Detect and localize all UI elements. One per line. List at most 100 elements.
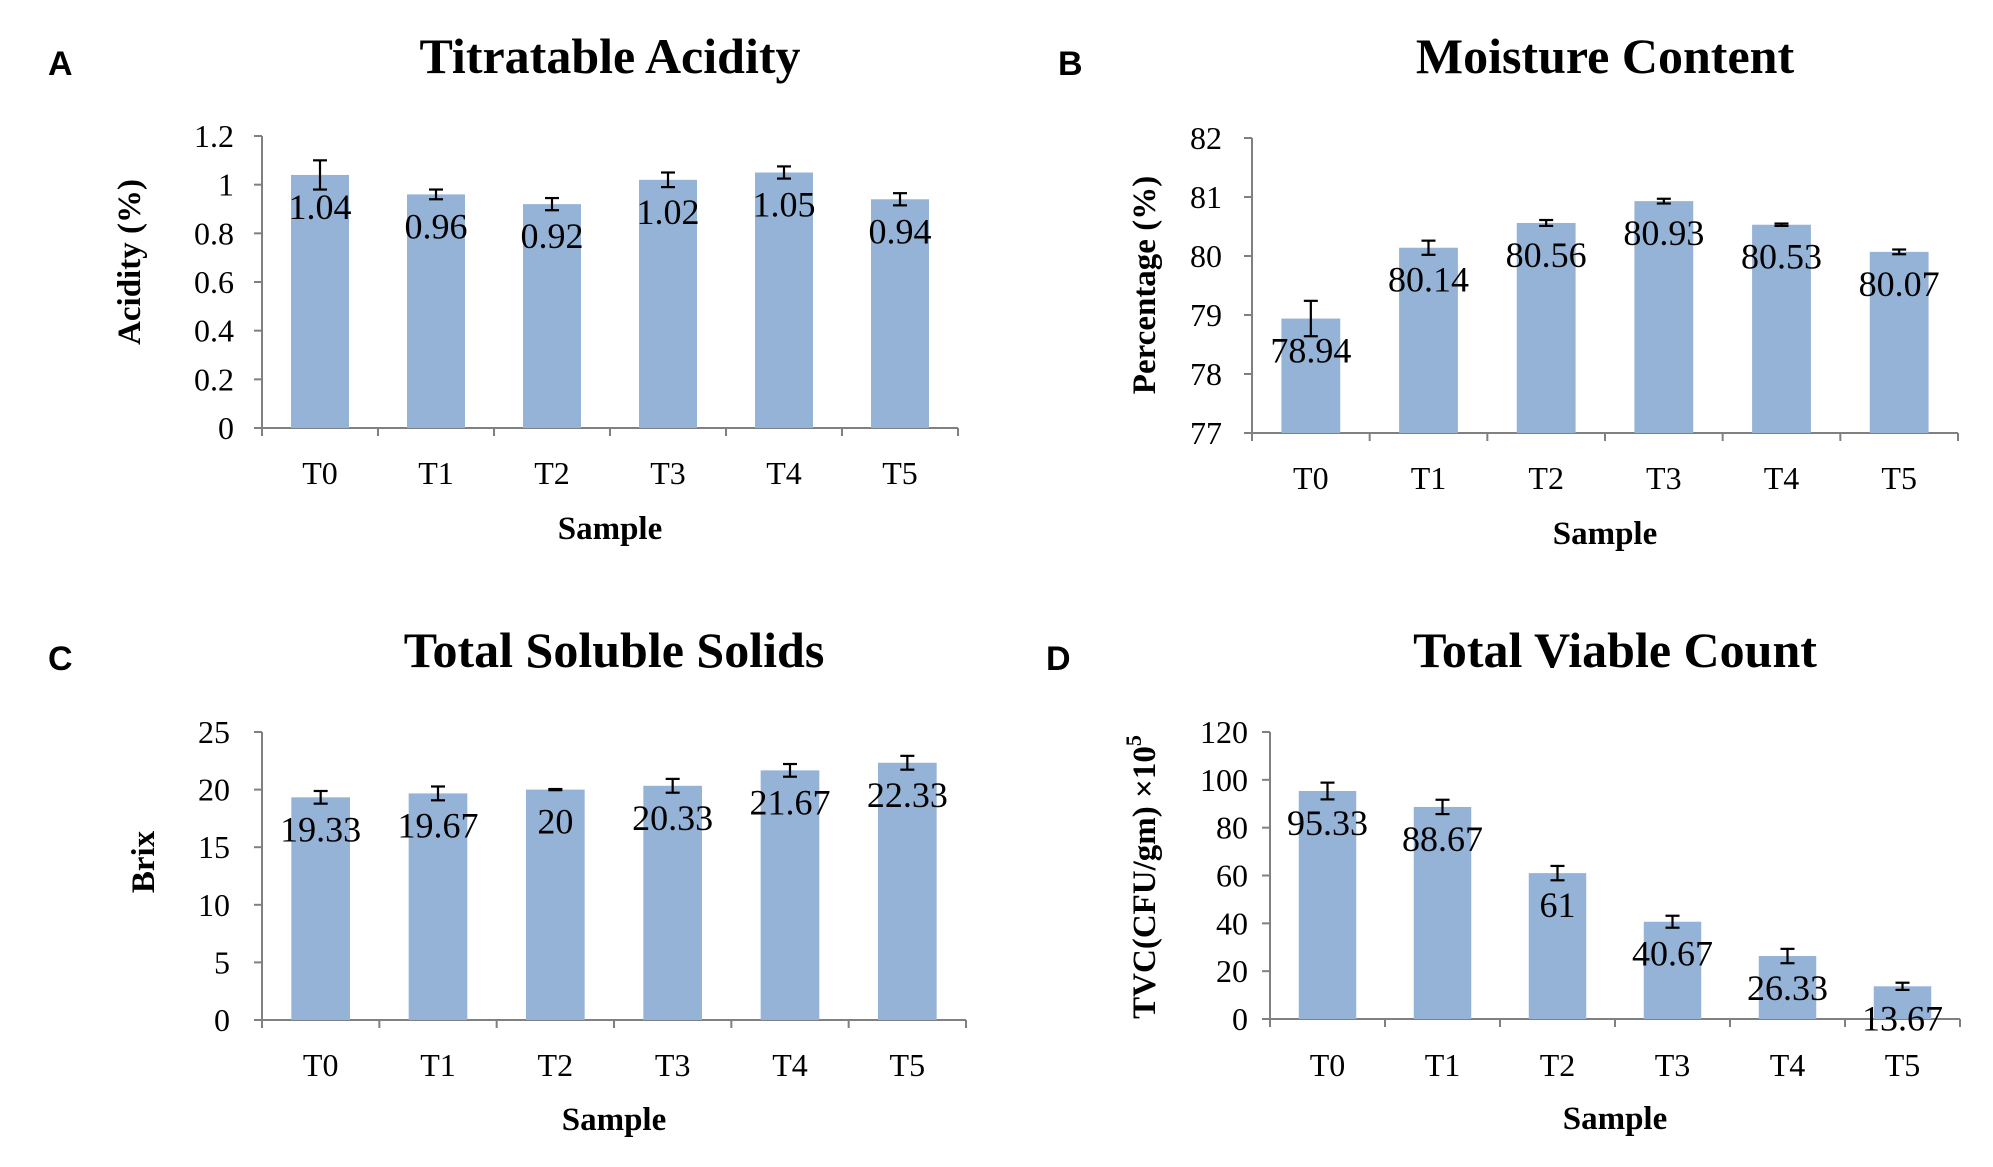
error-bar bbox=[1665, 914, 1680, 929]
bar-t4 bbox=[755, 172, 813, 428]
y-tick-label: 100 bbox=[1200, 762, 1248, 798]
data-label: 26.33 bbox=[1747, 968, 1828, 1008]
bar-t0 bbox=[291, 174, 349, 428]
error-bar bbox=[900, 754, 915, 771]
panel-letter: C bbox=[48, 640, 73, 678]
x-tick-label: T3 bbox=[650, 455, 686, 491]
y-tick-label: 80 bbox=[1190, 238, 1222, 274]
error-bar bbox=[313, 789, 328, 805]
y-axis-label: Percentage (%) bbox=[1127, 176, 1163, 394]
y-tick-label: 78 bbox=[1190, 356, 1222, 392]
bar-t3 bbox=[1643, 921, 1702, 1019]
y-tick-label: 81 bbox=[1190, 179, 1222, 215]
y-tick-label: 0 bbox=[214, 1002, 230, 1038]
bar-t2 bbox=[523, 204, 581, 428]
x-tick-label: T5 bbox=[1885, 1047, 1921, 1083]
y-tick-label: 40 bbox=[1216, 905, 1248, 941]
y-tick-label: 0.4 bbox=[194, 313, 234, 349]
error-bar bbox=[661, 171, 675, 189]
bar-t1 bbox=[1399, 247, 1458, 433]
y-tick-label: 60 bbox=[1216, 858, 1248, 894]
x-axis-label: Sample bbox=[1563, 1101, 1668, 1137]
bar-t3 bbox=[1634, 201, 1694, 433]
error-bar bbox=[548, 787, 563, 792]
data-label: 80.56 bbox=[1506, 235, 1587, 275]
data-label: 1.04 bbox=[289, 187, 352, 227]
x-tick-label: T1 bbox=[418, 455, 454, 491]
bar-t4 bbox=[1758, 956, 1817, 1019]
data-label: 95.33 bbox=[1287, 803, 1368, 843]
y-tick-label: 1 bbox=[218, 167, 234, 203]
x-tick-label: T4 bbox=[772, 1047, 808, 1083]
data-label: 0.96 bbox=[405, 206, 468, 246]
data-label: 80.07 bbox=[1859, 264, 1940, 304]
y-tick-label: 25 bbox=[198, 714, 230, 750]
error-bar bbox=[313, 159, 327, 191]
error-bar bbox=[783, 762, 797, 778]
bar-t4 bbox=[1752, 224, 1811, 433]
error-bar bbox=[1780, 947, 1795, 965]
error-bar bbox=[777, 165, 791, 180]
data-label: 0.94 bbox=[869, 211, 932, 251]
x-tick-label: T3 bbox=[1646, 460, 1682, 496]
chart-panel-b: B Moisture Content 77 78 79 80 81 82 78.94 T0 80.1… bbox=[1058, 28, 1959, 552]
bar-t4 bbox=[760, 770, 820, 1020]
y-tick-label: 0 bbox=[218, 410, 234, 446]
y-tick-label: 77 bbox=[1190, 415, 1222, 451]
data-label: 78.94 bbox=[1270, 331, 1351, 371]
error-bar bbox=[431, 785, 445, 802]
error-bar bbox=[665, 777, 680, 794]
bar-t1 bbox=[408, 793, 468, 1020]
chart-panel-d: D Total Viable Count 0 20 40 60 80 100 120 95.33 T… bbox=[1046, 622, 1961, 1137]
x-tick-label: T3 bbox=[1655, 1047, 1691, 1083]
x-tick-label: T1 bbox=[1425, 1047, 1461, 1083]
x-tick-label: T2 bbox=[534, 455, 570, 491]
chart-panel-c: C Total Soluble Solids 0 5 10 15 20 25 19.33 T0 19… bbox=[48, 622, 967, 1138]
x-tick-label: T3 bbox=[655, 1047, 691, 1083]
x-tick-label: T5 bbox=[1881, 460, 1917, 496]
chart-title: Titratable Acidity bbox=[419, 28, 800, 84]
chart-title: Total Soluble Solids bbox=[404, 622, 825, 678]
bar-t5 bbox=[878, 762, 937, 1020]
x-tick-label: T4 bbox=[1764, 460, 1800, 496]
bar-t0 bbox=[1298, 791, 1357, 1019]
bar-t2 bbox=[1528, 873, 1587, 1019]
x-tick-label: T0 bbox=[1293, 460, 1329, 496]
x-tick-label: T2 bbox=[1528, 460, 1564, 496]
x-tick-label: T0 bbox=[303, 1047, 339, 1083]
y-tick-label: 79 bbox=[1190, 297, 1222, 333]
error-bar bbox=[1550, 864, 1565, 882]
bar-t5 bbox=[1873, 986, 1932, 1019]
x-tick-label: T5 bbox=[890, 1047, 926, 1083]
data-label: 21.67 bbox=[750, 782, 831, 822]
y-axis-label-superscript: 5 bbox=[1121, 735, 1146, 746]
data-label: 1.02 bbox=[637, 192, 700, 232]
x-tick-label: T1 bbox=[1411, 460, 1447, 496]
data-label: 80.53 bbox=[1741, 237, 1822, 277]
y-axis-label: Brix bbox=[126, 830, 162, 893]
x-tick-label: T5 bbox=[882, 455, 918, 491]
data-label: 20 bbox=[537, 802, 573, 842]
y-tick-label: 0.8 bbox=[194, 215, 234, 251]
bar-t0 bbox=[291, 797, 350, 1020]
y-tick-label: 82 bbox=[1190, 120, 1222, 156]
x-tick-label: T4 bbox=[1770, 1047, 1806, 1083]
error-bar bbox=[1895, 981, 1910, 991]
data-label: 0.92 bbox=[521, 216, 584, 256]
error-bar bbox=[429, 188, 443, 201]
y-tick-label: 20 bbox=[1216, 953, 1248, 989]
bar-t2 bbox=[526, 789, 585, 1020]
bar-t1 bbox=[407, 194, 465, 428]
chart-title: Moisture Content bbox=[1416, 28, 1795, 84]
y-tick-label: 20 bbox=[198, 772, 230, 808]
x-tick-label: T0 bbox=[302, 455, 338, 491]
x-tick-label: T2 bbox=[538, 1047, 574, 1083]
data-label: 20.33 bbox=[632, 798, 713, 838]
x-axis-label: Sample bbox=[1553, 516, 1658, 552]
bar-t1 bbox=[1413, 806, 1472, 1019]
chart-panel-a: A Titratable Acidity 0 0.2 0.4 0.6 0.8 1 1.2 1.04… bbox=[48, 28, 959, 547]
y-axis-label: Acidity (%) bbox=[112, 179, 148, 345]
x-tick-label: T0 bbox=[1310, 1047, 1346, 1083]
error-bar bbox=[1421, 239, 1436, 256]
x-tick-label: T4 bbox=[766, 455, 802, 491]
